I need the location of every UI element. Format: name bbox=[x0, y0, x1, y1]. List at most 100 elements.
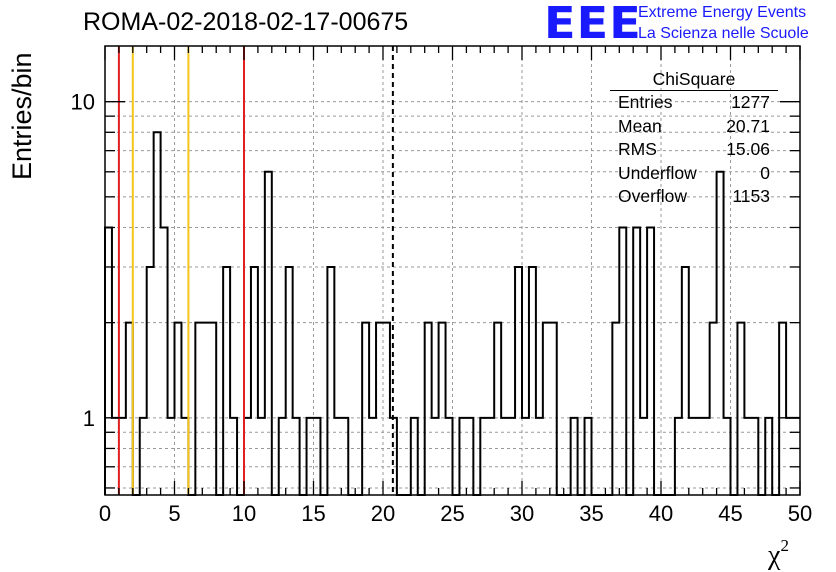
histogram-bar bbox=[154, 132, 161, 495]
histogram-bar bbox=[223, 267, 230, 495]
x-tick-label: 0 bbox=[99, 501, 111, 526]
histogram-bar bbox=[147, 267, 154, 495]
histogram-bar bbox=[529, 267, 536, 495]
histogram-bar bbox=[307, 418, 314, 495]
x-tick-label: 20 bbox=[371, 501, 395, 526]
x-axis-label: χ2 bbox=[768, 536, 789, 571]
stats-box: ChiSquare Entries 1277 Mean 20.71 RMS 15… bbox=[610, 68, 778, 209]
histogram-bar bbox=[230, 418, 237, 495]
histogram-bar bbox=[446, 418, 453, 495]
histogram-bar bbox=[543, 323, 550, 495]
stats-label: Underflow bbox=[618, 162, 697, 183]
histogram-bar bbox=[793, 418, 800, 495]
stats-value: 0 bbox=[760, 162, 770, 183]
histogram-bar bbox=[202, 323, 209, 495]
histogram-bar bbox=[619, 227, 626, 495]
histogram-bar bbox=[140, 418, 147, 495]
x-tick-label: 40 bbox=[649, 501, 673, 526]
histogram-bar bbox=[522, 418, 529, 495]
eee-logo: EEE bbox=[544, 0, 642, 49]
histogram-bar bbox=[737, 323, 744, 495]
histogram-bar bbox=[161, 227, 168, 495]
stats-row-underflow: Underflow 0 bbox=[610, 162, 778, 186]
histogram-bar bbox=[612, 323, 619, 495]
histogram-bar bbox=[710, 323, 717, 495]
histogram-bar bbox=[633, 227, 640, 495]
stats-row-overflow: Overflow 1153 bbox=[610, 185, 778, 209]
histogram-bars bbox=[104, 131, 800, 496]
histogram-bar bbox=[126, 323, 133, 495]
histogram-bar bbox=[314, 418, 321, 495]
histogram-bar bbox=[293, 418, 300, 495]
stats-value: 1153 bbox=[732, 186, 770, 206]
stats-value: 1277 bbox=[731, 92, 770, 112]
stats-label: Mean bbox=[618, 115, 662, 136]
histogram-bar bbox=[168, 418, 175, 495]
y-axis-label: Entries/bin bbox=[7, 52, 37, 180]
histogram-bar bbox=[682, 267, 689, 495]
histogram-bar bbox=[703, 418, 710, 495]
histogram-bar bbox=[779, 323, 786, 495]
histogram-bar bbox=[286, 267, 293, 495]
histogram-bar bbox=[647, 227, 654, 495]
histogram-bar bbox=[550, 323, 557, 495]
histogram-bar bbox=[279, 418, 286, 495]
histogram-bar bbox=[390, 418, 397, 495]
stats-title: ChiSquare bbox=[610, 68, 778, 91]
histogram-bar bbox=[425, 323, 432, 495]
logo-line-1: Extreme Energy Events bbox=[638, 4, 807, 21]
histogram-bar bbox=[369, 418, 376, 495]
histogram-bar bbox=[432, 418, 439, 495]
stats-value: 20.71 bbox=[726, 115, 770, 136]
histogram-bar bbox=[265, 172, 272, 495]
histogram-bar bbox=[112, 418, 119, 495]
histogram-bar bbox=[181, 418, 188, 495]
histogram-bar bbox=[640, 418, 647, 495]
histogram-bar bbox=[494, 323, 501, 495]
x-tick-label: 50 bbox=[788, 501, 812, 526]
stats-label: Entries bbox=[618, 92, 673, 112]
x-tick-label: 35 bbox=[579, 501, 603, 526]
histogram-bar bbox=[459, 418, 466, 495]
reference-lines bbox=[117, 46, 394, 495]
chart-title: ROMA-02-2018-02-17-00675 bbox=[83, 8, 409, 36]
x-tick-label: 5 bbox=[168, 501, 180, 526]
grid-lines bbox=[105, 46, 800, 495]
histogram-bar bbox=[175, 323, 182, 495]
histogram-bar bbox=[327, 267, 334, 495]
tick-labels: 0 5 10 15 20 25 30 35 40 45 50 1 10 bbox=[71, 90, 813, 526]
histogram-bar bbox=[501, 418, 508, 495]
histogram-bar bbox=[515, 267, 522, 495]
x-tick-label: 15 bbox=[301, 501, 325, 526]
histogram-bar bbox=[376, 323, 383, 495]
histogram-bar bbox=[585, 418, 592, 495]
stats-row-rms: RMS 15.06 bbox=[610, 138, 778, 162]
histogram-bar bbox=[765, 418, 772, 495]
histogram-bar bbox=[209, 323, 216, 495]
y-tick-label: 10 bbox=[71, 90, 95, 115]
histogram-bar bbox=[119, 418, 126, 495]
stats-row-mean: Mean 20.71 bbox=[610, 115, 778, 139]
histogram-bar bbox=[689, 418, 696, 495]
histogram-bar bbox=[786, 418, 793, 495]
histogram-bar bbox=[334, 418, 341, 495]
histogram-bar bbox=[466, 418, 473, 495]
histogram-bar bbox=[258, 418, 265, 495]
histogram-bar bbox=[341, 418, 348, 495]
x-tick-label: 25 bbox=[440, 501, 464, 526]
stats-label: RMS bbox=[618, 139, 657, 159]
histogram-bar bbox=[696, 418, 703, 495]
stats-row-entries: Entries 1277 bbox=[610, 91, 778, 115]
y-tick-label: 1 bbox=[83, 406, 95, 431]
histogram-bar bbox=[487, 418, 494, 495]
histogram-bar bbox=[244, 418, 251, 495]
histogram-bar bbox=[744, 418, 751, 495]
histogram-bar bbox=[362, 323, 369, 495]
histogram-bar bbox=[751, 418, 758, 495]
histogram-bar bbox=[480, 418, 487, 495]
histogram-bar bbox=[383, 323, 390, 495]
histogram-bar bbox=[195, 323, 202, 495]
histogram-bar bbox=[411, 418, 418, 495]
axis-ticks bbox=[104, 46, 801, 495]
